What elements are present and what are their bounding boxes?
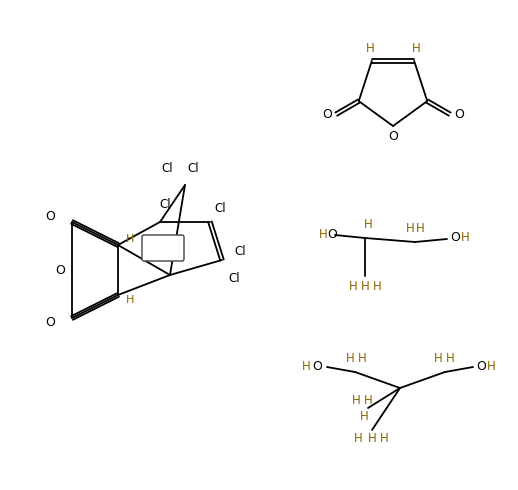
Text: H: H xyxy=(364,393,372,407)
Text: O: O xyxy=(476,360,486,372)
Text: Cl: Cl xyxy=(159,197,171,211)
Text: H: H xyxy=(126,295,134,305)
Text: Cl: Cl xyxy=(161,163,173,175)
Text: O: O xyxy=(454,108,464,121)
Text: H: H xyxy=(346,351,354,365)
Text: H: H xyxy=(445,351,454,365)
Text: H: H xyxy=(319,227,327,241)
Text: Abs: Abs xyxy=(153,243,172,253)
Text: H: H xyxy=(364,218,372,230)
Text: O: O xyxy=(388,129,398,143)
Text: O: O xyxy=(55,264,65,276)
Text: H: H xyxy=(380,432,388,444)
Text: Cl: Cl xyxy=(234,245,246,259)
Text: O: O xyxy=(45,211,55,223)
Text: H: H xyxy=(126,234,134,244)
Text: H: H xyxy=(301,360,310,372)
Text: Cl: Cl xyxy=(214,201,226,215)
Text: H: H xyxy=(357,351,366,365)
Text: H: H xyxy=(406,221,414,235)
Text: H: H xyxy=(372,279,381,293)
Text: H: H xyxy=(461,231,469,245)
Text: Cl: Cl xyxy=(187,163,199,175)
Text: O: O xyxy=(327,227,337,241)
Text: O: O xyxy=(450,231,460,245)
Text: H: H xyxy=(361,279,369,293)
Text: H: H xyxy=(352,393,361,407)
Text: H: H xyxy=(349,279,357,293)
Text: O: O xyxy=(322,108,332,121)
Text: O: O xyxy=(312,360,322,372)
Text: H: H xyxy=(368,432,377,444)
Text: H: H xyxy=(486,360,495,372)
Text: Cl: Cl xyxy=(228,271,240,285)
Text: H: H xyxy=(415,221,424,235)
Text: H: H xyxy=(354,432,363,444)
Text: H: H xyxy=(366,42,374,55)
Text: H: H xyxy=(359,411,368,423)
FancyBboxPatch shape xyxy=(142,235,184,261)
Text: H: H xyxy=(434,351,442,365)
Text: H: H xyxy=(412,42,421,55)
Text: O: O xyxy=(45,317,55,329)
